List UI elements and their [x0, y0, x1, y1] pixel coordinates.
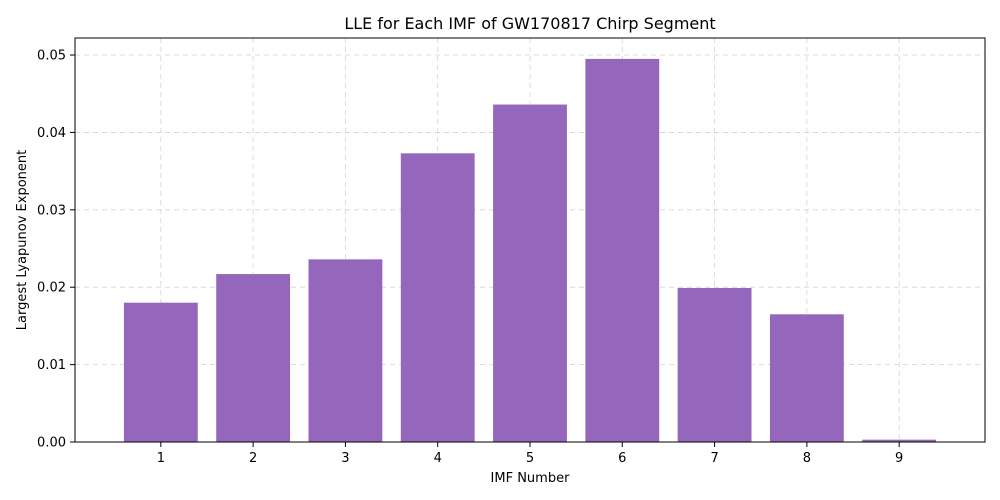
y-tick-label: 0.05 [37, 49, 66, 64]
bar-imf-3 [308, 259, 383, 442]
y-tick-label: 0.00 [37, 436, 66, 451]
x-tick-label: 9 [895, 451, 903, 466]
chart-title: LLE for Each IMF of GW170817 Chirp Segme… [344, 14, 715, 33]
x-tick-label: 3 [341, 451, 349, 466]
x-tick-label: 2 [249, 451, 257, 466]
y-tick-label: 0.01 [37, 358, 66, 373]
bars-layer [123, 58, 937, 443]
x-tick-label: 8 [803, 451, 811, 466]
bar-imf-2 [216, 274, 291, 442]
bar-imf-1 [123, 302, 198, 442]
x-tick-label: 7 [710, 451, 718, 466]
x-tick-label: 5 [526, 451, 534, 466]
ticks-layer: 1 2 3 4 5 6 7 8 9 0.00 0.01 0.02 0.03 0.04 0.05 [37, 49, 903, 466]
x-tick-label: 6 [618, 451, 626, 466]
x-tick-label: 1 [157, 451, 165, 466]
y-tick-label: 0.04 [37, 126, 66, 141]
y-tick-label: 0.03 [37, 203, 66, 218]
bar-imf-6 [585, 58, 660, 443]
bar-imf-7 [677, 287, 752, 442]
bar-imf-5 [493, 104, 567, 442]
x-tick-label: 4 [434, 451, 442, 466]
x-axis-label: IMF Number [491, 471, 571, 486]
bar-imf-4 [400, 153, 475, 443]
bar-imf-9 [862, 439, 937, 442]
y-tick-label: 0.02 [37, 281, 66, 296]
y-axis-label: Largest Lyapunov Exponent [15, 150, 30, 330]
bar-imf-8 [769, 314, 844, 442]
